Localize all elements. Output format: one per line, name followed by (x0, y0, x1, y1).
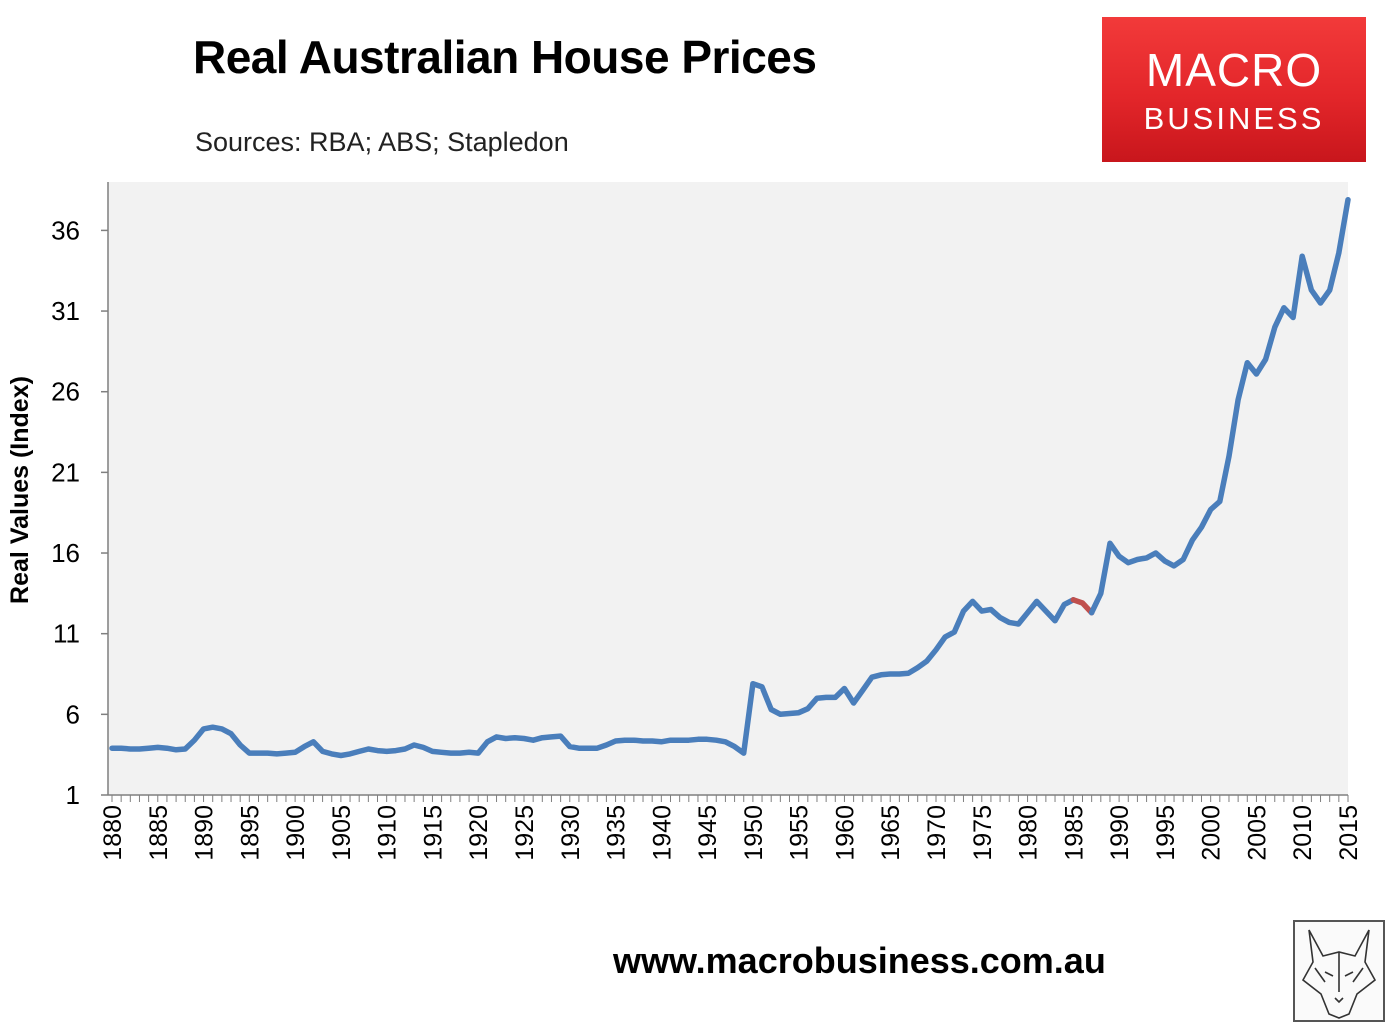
x-axis: 1880 1885 1890 1895 1900 1905 1910 1915 1920 1925… (99, 794, 1363, 861)
series-line-1 (1070, 597, 1095, 616)
y-tick-label: 26 (51, 377, 80, 407)
x-tick-label: 2015 (1335, 805, 1363, 861)
x-tick-label: 1965 (877, 805, 905, 861)
y-axis-label: Real Values (Index) (6, 376, 34, 604)
y-tick-label: 31 (51, 296, 80, 326)
x-tick-label: 1935 (603, 805, 631, 861)
x-tick-label: 2010 (1289, 805, 1317, 861)
x-tick-label: 1895 (236, 805, 264, 861)
y-tick-label: 21 (51, 457, 80, 487)
y-tick-label: 11 (53, 619, 80, 649)
x-tick-label: 1970 (923, 805, 951, 861)
x-tick-label: 1945 (694, 805, 722, 861)
x-tick-label: 1985 (1060, 805, 1088, 861)
chart-subtitle: Sources: RBA; ABS; Stapledon (195, 127, 569, 157)
website-url: www.macrobusiness.com.au (613, 940, 1106, 981)
macro-business-logo: MACRO BUSINESS (1102, 17, 1366, 162)
series-line-0 (109, 597, 1077, 759)
wolf-head-icon (1293, 920, 1385, 1022)
x-tick-label: 1975 (969, 805, 997, 861)
x-tick-label: 1905 (328, 805, 356, 861)
x-tick-label: 1955 (786, 805, 814, 861)
x-tick-label: 1950 (740, 805, 768, 861)
x-tick-label: 1960 (831, 805, 859, 861)
x-tick-label: 2005 (1243, 805, 1271, 861)
x-tick-label: 1990 (1106, 805, 1134, 861)
y-tick-label: 36 (51, 215, 80, 245)
x-tick-label: 1900 (282, 805, 310, 861)
x-tick-label: 1940 (648, 805, 676, 861)
series-line-2 (1088, 196, 1351, 616)
x-tick-label: 1920 (465, 805, 493, 861)
plot-area (108, 182, 1348, 795)
x-tick-label: 1980 (1015, 805, 1043, 861)
x-tick-label: 1915 (419, 805, 447, 861)
logo-line-1: MACRO (1145, 44, 1323, 96)
x-tick-label: 1910 (374, 805, 402, 861)
series-layer (109, 196, 1351, 759)
chart-title: Real Australian House Prices (193, 31, 817, 83)
x-tick-label: 1925 (511, 805, 539, 861)
x-tick-label: 2000 (1198, 805, 1226, 861)
x-tick-label: 1880 (99, 805, 127, 861)
x-tick-label: 1995 (1152, 805, 1180, 861)
x-tick-label: 1885 (145, 805, 173, 861)
y-tick-label: 6 (66, 699, 80, 729)
x-tick-label: 1930 (557, 805, 585, 861)
y-tick-label: 1 (66, 780, 80, 810)
x-tick-label: 1890 (191, 805, 219, 861)
logo-line-2: BUSINESS (1143, 101, 1325, 136)
y-tick-label: 16 (51, 538, 80, 568)
